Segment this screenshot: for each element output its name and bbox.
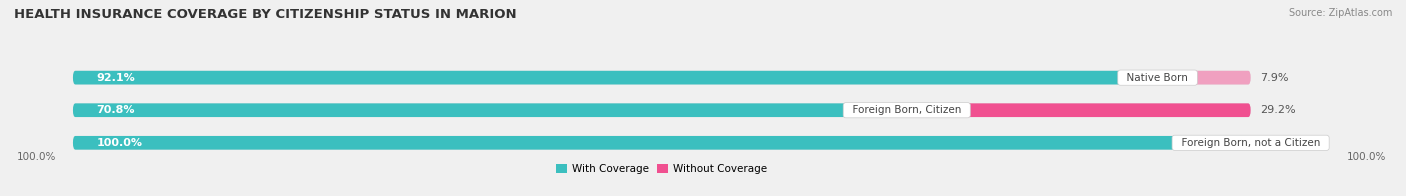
FancyBboxPatch shape [73, 71, 1157, 84]
FancyBboxPatch shape [907, 103, 1250, 117]
Text: 100.0%: 100.0% [97, 138, 142, 148]
Legend: With Coverage, Without Coverage: With Coverage, Without Coverage [553, 160, 770, 178]
Text: 100.0%: 100.0% [17, 152, 56, 162]
FancyBboxPatch shape [73, 103, 1250, 117]
Text: Source: ZipAtlas.com: Source: ZipAtlas.com [1288, 8, 1392, 18]
FancyBboxPatch shape [1157, 71, 1250, 84]
Text: 0.0%: 0.0% [1260, 138, 1288, 148]
FancyBboxPatch shape [73, 103, 907, 117]
FancyBboxPatch shape [73, 136, 1250, 150]
Text: Foreign Born, not a Citizen: Foreign Born, not a Citizen [1174, 138, 1326, 148]
Text: 7.9%: 7.9% [1260, 73, 1288, 83]
Text: Foreign Born, Citizen: Foreign Born, Citizen [846, 105, 967, 115]
Text: 29.2%: 29.2% [1260, 105, 1296, 115]
Text: 100.0%: 100.0% [1347, 152, 1386, 162]
Text: 70.8%: 70.8% [97, 105, 135, 115]
FancyBboxPatch shape [73, 136, 1250, 150]
Text: Native Born: Native Born [1121, 73, 1195, 83]
FancyBboxPatch shape [73, 71, 1250, 84]
Text: 92.1%: 92.1% [97, 73, 135, 83]
Text: HEALTH INSURANCE COVERAGE BY CITIZENSHIP STATUS IN MARION: HEALTH INSURANCE COVERAGE BY CITIZENSHIP… [14, 8, 516, 21]
